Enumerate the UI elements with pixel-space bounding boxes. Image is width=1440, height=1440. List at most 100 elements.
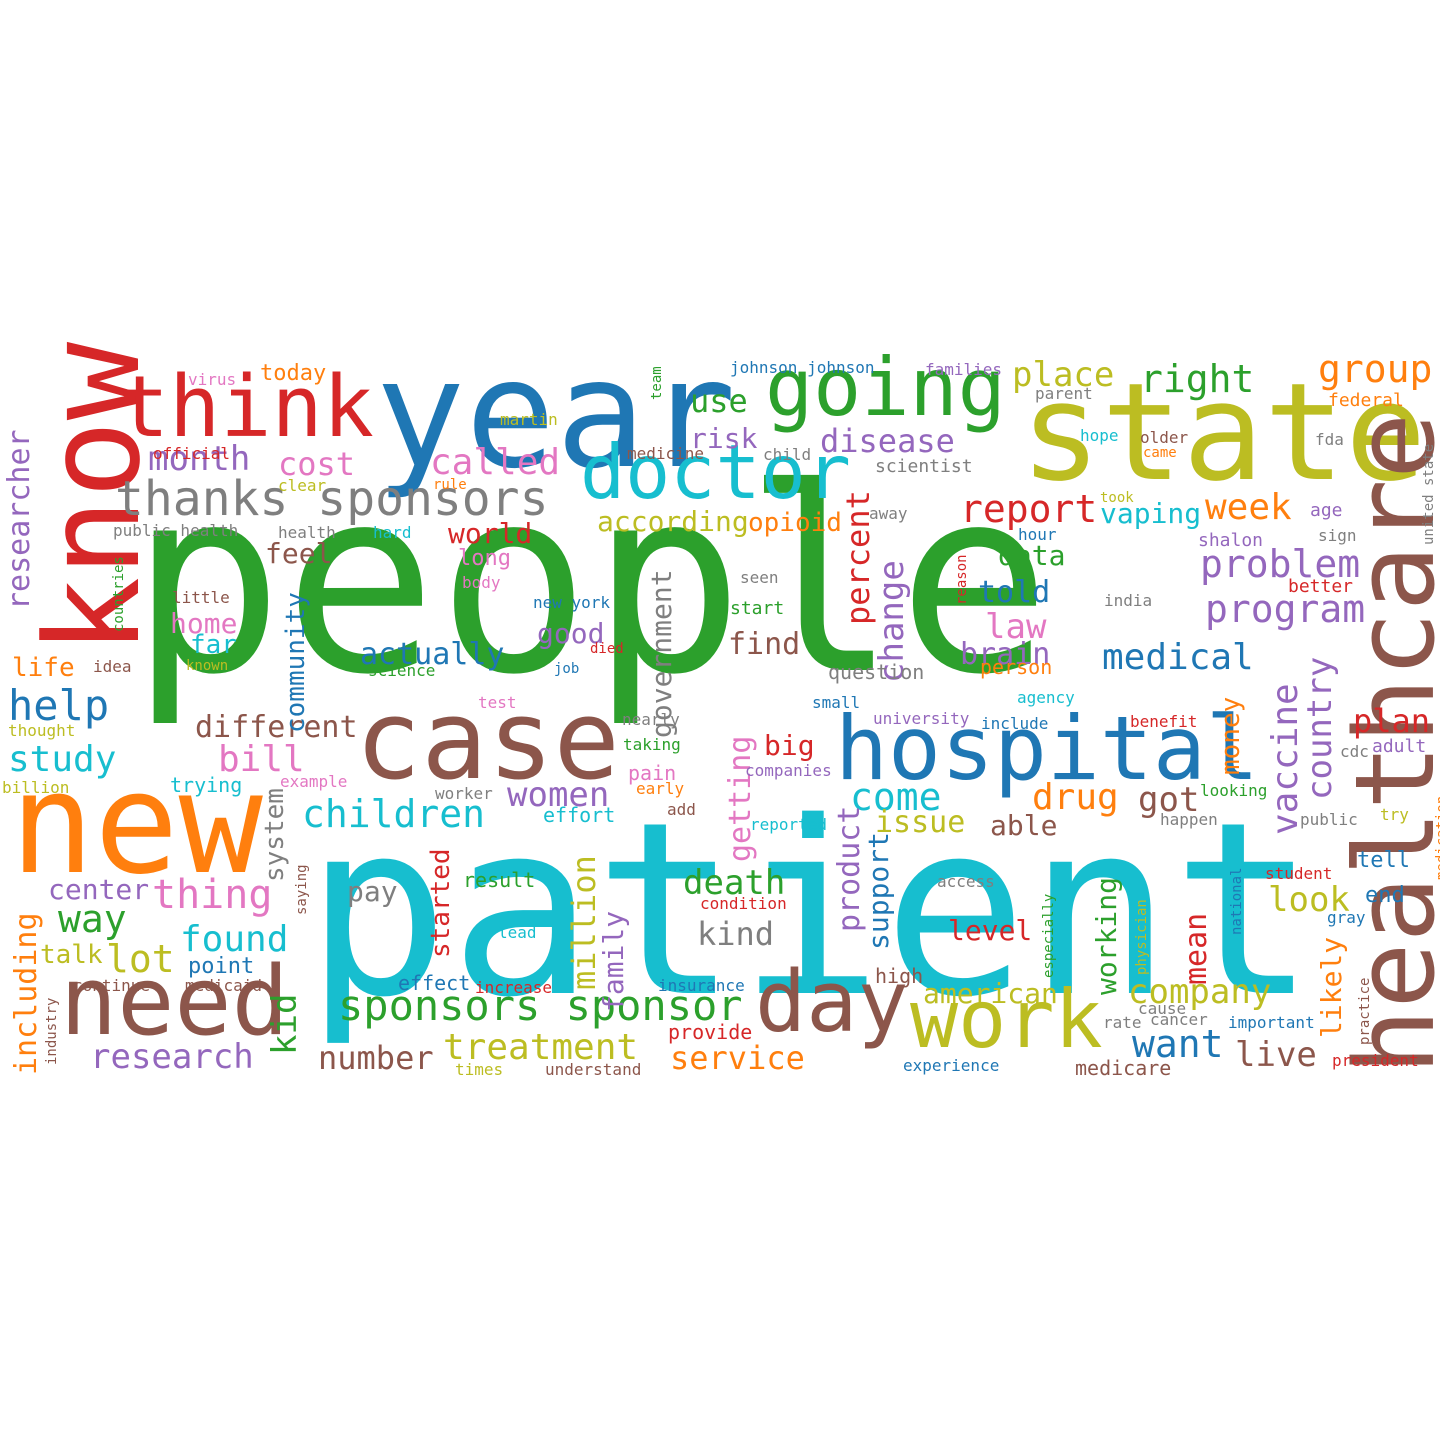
word-student: student: [1265, 864, 1333, 883]
word-actually: actually: [360, 637, 505, 672]
word-patient: patient: [305, 770, 1317, 1050]
word-high: high: [875, 964, 924, 988]
word-effect: effect: [398, 971, 471, 995]
word-important: important: [1228, 1013, 1315, 1032]
word-experience: experience: [903, 1056, 1000, 1075]
word-lead: lead: [498, 923, 537, 942]
word-provide: provide: [668, 1020, 753, 1044]
word-rule: rule: [433, 477, 467, 493]
word-science: science: [368, 661, 436, 680]
word-public: public: [1300, 810, 1358, 829]
word-age: age: [1310, 500, 1343, 521]
word-disease: disease: [820, 422, 955, 460]
word-think: think: [118, 358, 374, 457]
word-end: end: [1365, 883, 1405, 908]
word-home: home: [170, 607, 238, 640]
word-federal: federal: [1328, 390, 1404, 411]
word-group: group: [1318, 347, 1433, 391]
word-people: people: [130, 434, 1052, 731]
word-place: place: [1012, 355, 1115, 395]
word-money: money: [1216, 696, 1246, 775]
word-effort: effort: [543, 803, 616, 827]
word-countries: countries: [111, 556, 127, 632]
word-researcher: researcher: [2, 429, 37, 610]
word-nearly: nearly: [622, 710, 680, 729]
word-kid: kid: [265, 993, 305, 1055]
word-way: way: [58, 897, 127, 941]
word-try: try: [1380, 805, 1409, 824]
word-different: different: [195, 710, 358, 745]
word-long: long: [458, 546, 511, 571]
word-hard: hard: [373, 523, 412, 542]
word-big: big: [764, 729, 815, 762]
word-able: able: [990, 809, 1058, 842]
word-community: community: [281, 592, 311, 733]
word-include: include: [981, 714, 1049, 733]
word-university: university: [873, 709, 970, 728]
word-parent: parent: [1035, 384, 1093, 403]
word-benefit: benefit: [1130, 712, 1198, 731]
word-center: center: [48, 873, 150, 906]
word-medication: medication: [1434, 795, 1440, 880]
word-hour: hour: [1018, 525, 1057, 544]
word-product: product: [832, 805, 867, 932]
word-work: work: [910, 973, 1103, 1066]
word-day: day: [755, 953, 909, 1052]
word-issue: issue: [875, 805, 966, 840]
word-service: service: [670, 1039, 805, 1077]
word-times: times: [455, 1060, 504, 1079]
word-new-york: new york: [533, 593, 611, 612]
word-team: team: [649, 366, 665, 400]
word-plan: plan: [1353, 702, 1431, 740]
word-month: month: [148, 439, 251, 479]
word-today: today: [260, 361, 327, 386]
word-older: older: [1140, 428, 1189, 447]
word-family: family: [597, 910, 630, 1012]
word-continue: continue: [73, 976, 151, 995]
word-away: away: [869, 504, 908, 523]
word-getting: getting: [723, 735, 758, 862]
word-add: add: [667, 800, 696, 819]
word-example: example: [280, 772, 348, 791]
word-cancer: cancer: [1150, 1010, 1208, 1029]
word-billion: billion: [2, 778, 70, 797]
word-year: year: [375, 328, 737, 502]
word-companies: companies: [745, 761, 832, 780]
word-agency: agency: [1017, 688, 1075, 707]
word-state: state: [1020, 354, 1427, 511]
word-taking: taking: [623, 735, 681, 754]
word-vaccine: vaccine: [1265, 683, 1306, 835]
word-talk: talk: [40, 940, 103, 970]
word-insurance: insurance: [658, 976, 745, 995]
word-better: better: [1288, 576, 1354, 597]
word-american: american: [923, 977, 1058, 1010]
word-looking: looking: [1200, 781, 1268, 800]
word-got: got: [1138, 780, 1200, 820]
word-result: result: [463, 868, 536, 892]
word-case: case: [355, 676, 620, 804]
word-told: told: [978, 575, 1051, 610]
word-seen: seen: [740, 568, 779, 587]
word-child: child: [763, 445, 812, 464]
word-medicine: medicine: [627, 444, 705, 463]
word-pain: pain: [628, 761, 677, 785]
word-medical: medical: [1102, 637, 1254, 678]
word-increase: increase: [475, 978, 553, 997]
word-fda: fda: [1315, 430, 1344, 449]
word-johnson-johnson: johnson johnson: [730, 358, 875, 377]
word-martin: martin: [500, 410, 558, 429]
word-mean: mean: [1179, 912, 1214, 985]
word-doctor: doctor: [580, 428, 851, 516]
word-risk: risk: [690, 422, 758, 455]
word-saying: saying: [294, 864, 310, 915]
word-tell: tell: [1357, 848, 1410, 873]
word-working: working: [1090, 876, 1123, 995]
word-cost: cost: [278, 445, 356, 483]
word-rate: rate: [1103, 1013, 1142, 1032]
word-test: test: [478, 693, 517, 712]
word-early: early: [636, 779, 685, 798]
word-medicaid: medicaid: [185, 976, 263, 995]
word-called: called: [430, 442, 561, 483]
word-practice: practice: [1357, 977, 1373, 1045]
